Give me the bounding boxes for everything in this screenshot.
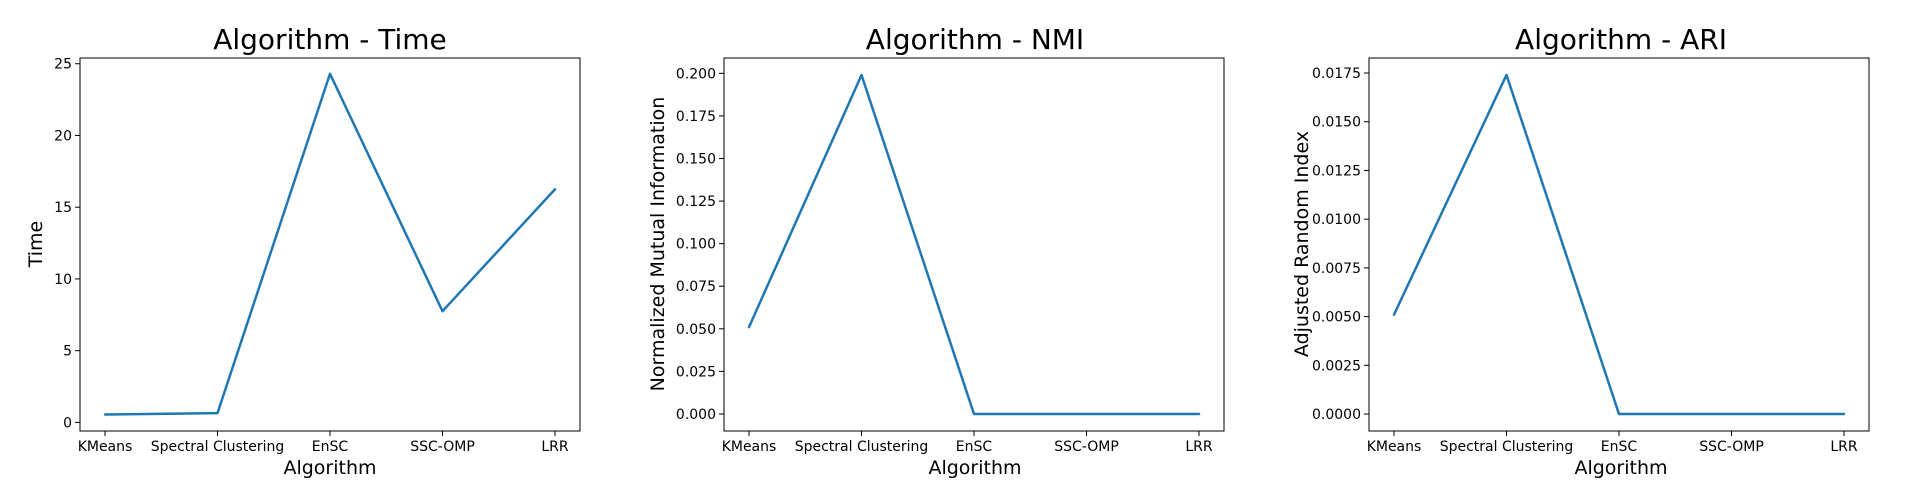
- y-tick-label: 0.150: [676, 151, 716, 167]
- y-tick-label: 15: [54, 200, 72, 216]
- y-tick-label: 0: [63, 415, 72, 431]
- y-tick-label: 0.050: [676, 322, 716, 338]
- y-tick-label: 0.0025: [1312, 358, 1361, 374]
- x-tick-label: KMeans: [1367, 439, 1422, 455]
- chart-title: Algorithm - Time: [213, 23, 447, 56]
- y-tick-label: 0.0175: [1312, 66, 1361, 82]
- x-tick-label: Spectral Clustering: [795, 439, 929, 455]
- x-tick-label: LRR: [1185, 439, 1213, 455]
- y-axis-label: Time: [25, 221, 47, 269]
- x-tick-label: Spectral Clustering: [151, 439, 285, 455]
- time-chart: Algorithm - Time KMeans Spectral Clusteri…: [25, 23, 581, 479]
- y-tick-label: 0.125: [676, 194, 716, 210]
- y-axis-label: Adjusted Random Index: [1291, 131, 1313, 357]
- nmi-chart: Algorithm - NMI KMeans Spectral Clusterin…: [647, 23, 1225, 479]
- chart-title: Algorithm - ARI: [1515, 23, 1727, 56]
- y-tick-label: 20: [54, 128, 72, 144]
- y-tick-label: 0.0100: [1312, 212, 1361, 228]
- plot-area: KMeans Spectral Clustering EnSC SSC-OMP LRR 0…: [1312, 57, 1870, 455]
- y-tick-label: 0.0150: [1312, 115, 1361, 131]
- x-axis-label: Algorithm: [283, 457, 376, 479]
- x-tick-label: LRR: [1830, 439, 1858, 455]
- y-tick-label: 0.0050: [1312, 310, 1361, 326]
- x-tick-label: SSC-OMP: [1054, 439, 1119, 455]
- x-axis-label: Algorithm: [1574, 457, 1667, 479]
- y-tick-label: 0.0125: [1312, 163, 1361, 179]
- x-tick-label: EnSC: [1601, 439, 1638, 455]
- x-tick-label: KMeans: [722, 439, 777, 455]
- x-tick-label: SSC-OMP: [1699, 439, 1764, 455]
- x-tick-label: KMeans: [78, 439, 133, 455]
- y-tick-label: 0.0000: [1312, 407, 1361, 423]
- y-tick-label: 0.100: [676, 237, 716, 253]
- series-line: [103, 72, 557, 416]
- plot-area: KMeans Spectral Clustering EnSC SSC-OMP LRR 0…: [676, 57, 1225, 455]
- x-tick-label: EnSC: [956, 439, 993, 455]
- x-tick-label: Spectral Clustering: [1440, 439, 1574, 455]
- plot-area: KMeans Spectral Clustering EnSC SSC-OMP LRR 0…: [54, 57, 581, 455]
- series-line: [747, 73, 1201, 416]
- y-tick-label: 5: [63, 344, 72, 360]
- y-tick-label: 0.000: [676, 407, 716, 423]
- y-tick-label: 25: [54, 57, 72, 73]
- x-axis-label: Algorithm: [928, 457, 1021, 479]
- y-tick-label: 0.200: [676, 66, 716, 82]
- y-tick-label: 0.175: [676, 109, 716, 125]
- y-tick-label: 10: [54, 272, 72, 288]
- chart-title: Algorithm - NMI: [866, 23, 1084, 56]
- x-tick-label: EnSC: [312, 439, 349, 455]
- y-tick-label: 0.075: [676, 279, 716, 295]
- series-line: [1392, 73, 1846, 416]
- x-tick-label: SSC-OMP: [410, 439, 475, 455]
- y-tick-label: 0.025: [676, 364, 716, 380]
- ari-chart: Algorithm - ARI KMeans Spectral Clusterin…: [1291, 23, 1870, 479]
- y-tick-label: 0.0075: [1312, 261, 1361, 277]
- x-tick-label: LRR: [541, 439, 569, 455]
- y-axis-label: Normalized Mutual Information: [647, 97, 669, 392]
